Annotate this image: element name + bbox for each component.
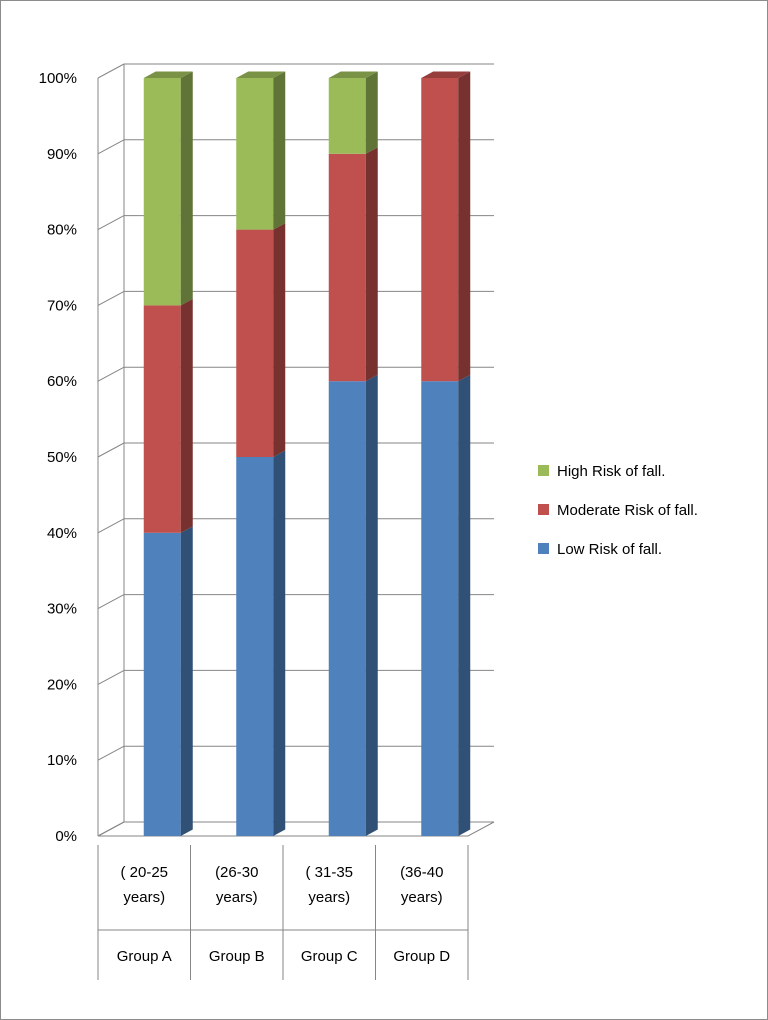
- bar-top: [143, 71, 193, 78]
- y-tick-label: 0%: [55, 828, 77, 845]
- category-group-label: Group C: [301, 948, 358, 965]
- bar-segment: [143, 532, 181, 836]
- bar-segment: [143, 305, 181, 533]
- bar-segment: [421, 78, 459, 382]
- bar-segment: [328, 153, 366, 382]
- category-range-label: years): [123, 889, 165, 906]
- legend-swatch: [538, 465, 549, 476]
- bar-segment-side: [365, 71, 378, 154]
- category-group-label: Group B: [209, 948, 265, 965]
- bar-segment: [236, 229, 274, 457]
- bar-top: [328, 71, 378, 78]
- bar-segment: [236, 78, 274, 230]
- category-range-label: ( 31-35: [305, 864, 353, 881]
- category-range-label: ( 20-25: [120, 864, 168, 881]
- y-tick-label: 10%: [47, 752, 77, 769]
- category-group-label: Group D: [393, 948, 450, 965]
- gridline-connector: [97, 594, 125, 610]
- gridline-connector: [97, 215, 125, 231]
- gridline-connector: [97, 63, 125, 79]
- gridline-connector: [97, 669, 125, 685]
- gridline-connector: [97, 290, 125, 306]
- bar-segment: [236, 457, 274, 836]
- category-range-label: (26-30: [215, 864, 258, 881]
- bar-segment-side: [365, 374, 378, 836]
- y-tick-label: 40%: [47, 525, 77, 542]
- y-tick-label: 80%: [47, 222, 77, 239]
- bar-segment-side: [180, 71, 193, 306]
- bar-segment-side: [458, 374, 471, 836]
- y-tick-label: 100%: [39, 70, 77, 87]
- gridline-connector: [97, 518, 125, 534]
- bar-segment-side: [273, 450, 286, 836]
- category-range-label: (36-40: [400, 864, 443, 881]
- gridline-connector: [97, 366, 125, 382]
- bar-segment: [328, 381, 366, 836]
- bar-segment-side: [180, 298, 193, 533]
- legend-label: High Risk of fall.: [557, 463, 665, 480]
- gridline-connector: [97, 139, 125, 155]
- category-group-label: Group A: [117, 948, 172, 965]
- gridline-connector: [97, 745, 125, 761]
- legend-label: Moderate Risk of fall.: [557, 502, 698, 519]
- bar-top: [236, 71, 286, 78]
- category-range-label: years): [308, 889, 350, 906]
- y-tick-label: 20%: [47, 676, 77, 693]
- bar-top: [421, 71, 471, 78]
- bar-segment-side: [458, 71, 471, 382]
- category-range-label: years): [401, 889, 443, 906]
- legend-label: Low Risk of fall.: [557, 541, 662, 558]
- legend-swatch: [538, 543, 549, 554]
- legend-swatch: [538, 504, 549, 515]
- bar-segment-side: [180, 526, 193, 836]
- y-tick-label: 30%: [47, 601, 77, 618]
- y-tick-label: 60%: [47, 373, 77, 390]
- gridline-connector: [97, 442, 125, 458]
- bar-segment: [421, 381, 459, 836]
- bar-segment: [328, 78, 366, 154]
- y-tick-label: 70%: [47, 297, 77, 314]
- bar-segment-side: [273, 71, 286, 230]
- bar-segment-side: [365, 147, 378, 382]
- y-tick-label: 50%: [47, 449, 77, 466]
- bar-segment: [143, 78, 181, 306]
- y-tick-label: 90%: [47, 146, 77, 163]
- category-range-label: years): [216, 889, 258, 906]
- bar-segment-side: [273, 223, 286, 457]
